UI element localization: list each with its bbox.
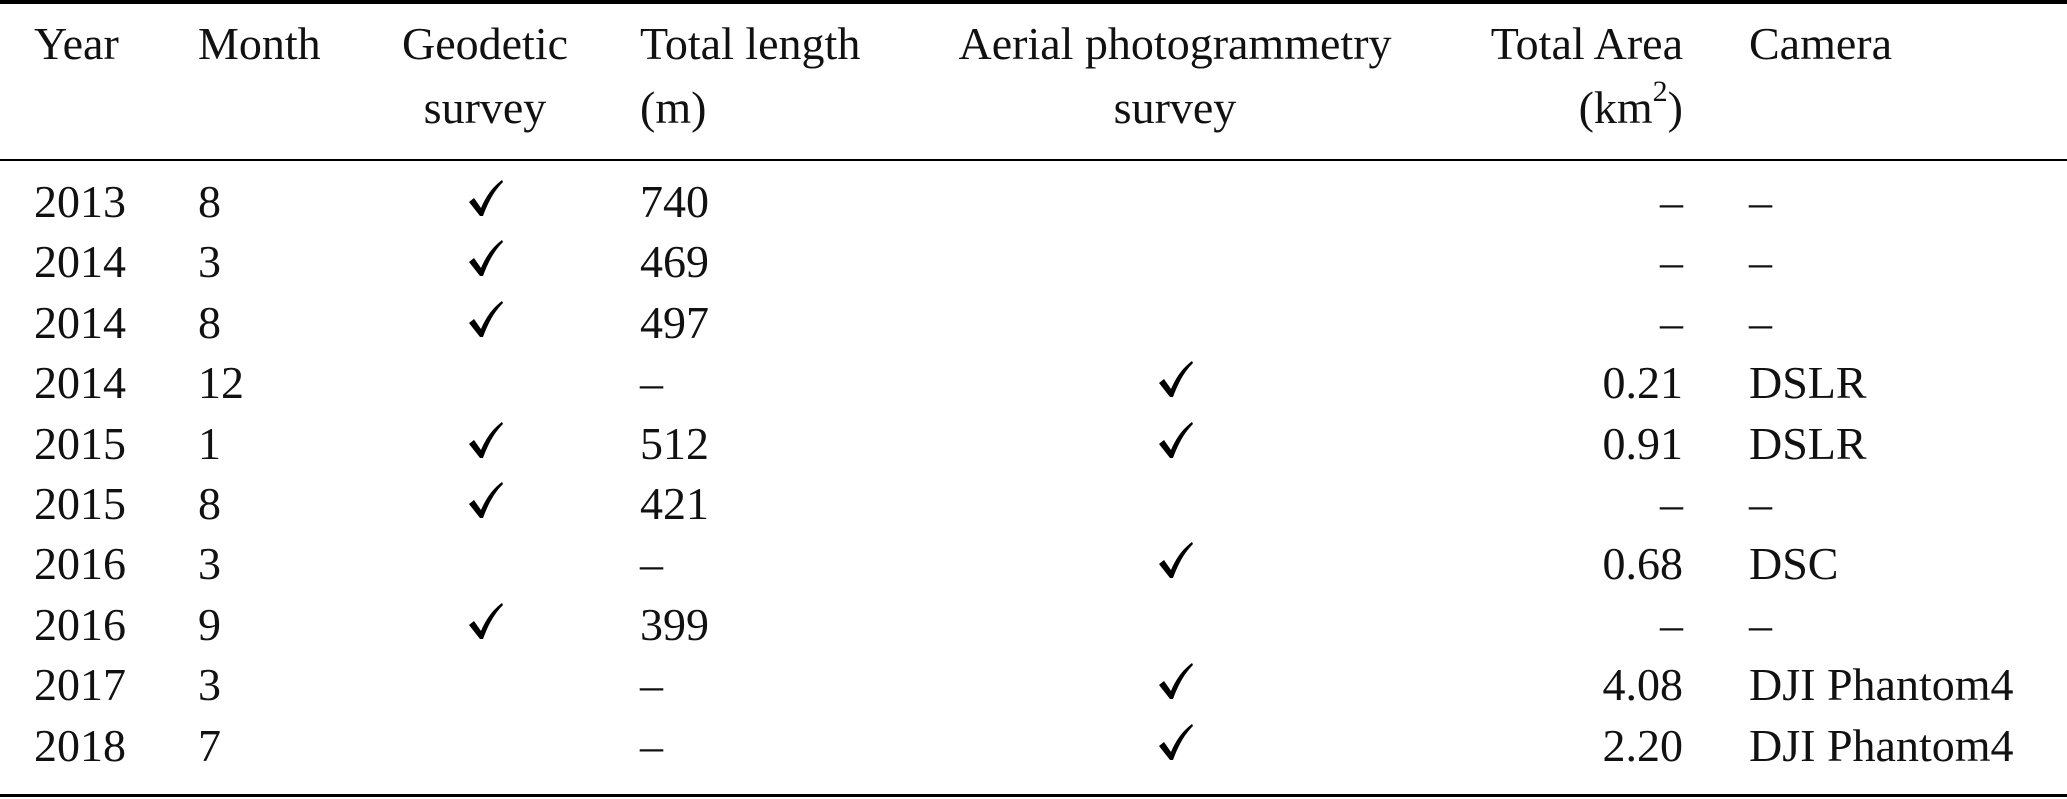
cell-year: 2014 xyxy=(34,357,126,408)
header-geodetic-line1: Geodetic xyxy=(401,18,569,69)
cell-camera: – xyxy=(1749,176,1772,227)
cell-month: 8 xyxy=(198,478,221,529)
geodetic-check-icon xyxy=(465,297,505,352)
header-year: Year xyxy=(34,18,119,69)
cell-year: 2014 xyxy=(34,297,126,348)
cell-total-length: – xyxy=(640,720,663,771)
cell-total-area: 0.21 xyxy=(1602,357,1684,408)
cell-month: 9 xyxy=(198,599,221,650)
cell-month: 8 xyxy=(198,176,221,227)
table-header-rule xyxy=(0,159,2067,161)
cell-year: 2015 xyxy=(34,478,126,529)
header-area-line1: Total Area xyxy=(1490,18,1683,69)
header-area-close-paren: ) xyxy=(1667,82,1683,133)
cell-month: 8 xyxy=(198,297,221,348)
cell-camera: – xyxy=(1749,297,1772,348)
cell-month: 3 xyxy=(198,236,221,287)
cell-total-area: – xyxy=(1660,297,1683,348)
cell-camera: – xyxy=(1749,478,1772,529)
cell-total-area: 0.91 xyxy=(1602,418,1684,469)
cell-total-length: 740 xyxy=(640,176,709,227)
header-geodetic-line2: survey xyxy=(423,82,547,133)
header-area-exponent: 2 xyxy=(1652,75,1668,108)
cell-total-area: – xyxy=(1660,236,1683,287)
header-area-line2: (km2) xyxy=(1400,77,1683,134)
cell-month: 1 xyxy=(198,418,221,469)
cell-total-area: – xyxy=(1660,478,1683,529)
cell-total-length: 399 xyxy=(640,599,709,650)
cell-total-area: 2.20 xyxy=(1602,720,1684,771)
cell-month: 3 xyxy=(198,538,221,589)
geodetic-check-icon xyxy=(465,236,505,291)
cell-camera: – xyxy=(1749,599,1772,650)
geodetic-check-icon xyxy=(465,478,505,533)
cell-total-length: – xyxy=(640,538,663,589)
cell-year: 2014 xyxy=(34,236,126,287)
cell-total-length: 497 xyxy=(640,297,709,348)
table-top-rule xyxy=(0,0,2067,4)
header-aerial-line2: survey xyxy=(1113,82,1237,133)
cell-camera: – xyxy=(1749,236,1772,287)
cell-year: 2017 xyxy=(34,659,126,710)
header-area-unit: (km xyxy=(1578,82,1653,133)
header-month: Month xyxy=(198,18,321,69)
cell-total-area: – xyxy=(1660,599,1683,650)
cell-year: 2015 xyxy=(34,418,126,469)
header-length-line1: Total length xyxy=(640,18,861,69)
cell-month: 3 xyxy=(198,659,221,710)
header-length-line2: (m) xyxy=(640,82,707,133)
aerial-check-icon xyxy=(1155,720,1195,775)
cell-year: 2016 xyxy=(34,599,126,650)
cell-year: 2016 xyxy=(34,538,126,589)
cell-total-area: 4.08 xyxy=(1602,659,1684,710)
aerial-check-icon xyxy=(1155,418,1195,473)
aerial-check-icon xyxy=(1155,538,1195,593)
cell-total-length: 512 xyxy=(640,418,709,469)
header-camera: Camera xyxy=(1749,18,1893,69)
cell-camera: DSC xyxy=(1749,538,1839,589)
cell-total-length: 469 xyxy=(640,236,709,287)
cell-camera: DSLR xyxy=(1749,418,1867,469)
geodetic-check-icon xyxy=(465,176,505,231)
table-bottom-rule xyxy=(0,794,2067,797)
cell-total-length: – xyxy=(640,659,663,710)
cell-total-length: – xyxy=(640,357,663,408)
cell-camera: DJI Phantom4 xyxy=(1749,659,2014,710)
geodetic-check-icon xyxy=(465,599,505,654)
cell-total-area: 0.68 xyxy=(1602,538,1684,589)
geodetic-check-icon xyxy=(465,418,505,473)
cell-month: 7 xyxy=(198,720,221,771)
aerial-check-icon xyxy=(1155,357,1195,412)
cell-total-length: 421 xyxy=(640,478,709,529)
header-aerial-line1: Aerial photogrammetry xyxy=(958,18,1392,69)
cell-year: 2013 xyxy=(34,176,126,227)
cell-total-area: – xyxy=(1660,176,1683,227)
cell-camera: DSLR xyxy=(1749,357,1867,408)
cell-camera: DJI Phantom4 xyxy=(1749,720,2014,771)
aerial-check-icon xyxy=(1155,659,1195,714)
cell-year: 2018 xyxy=(34,720,126,771)
cell-month: 12 xyxy=(198,357,244,408)
